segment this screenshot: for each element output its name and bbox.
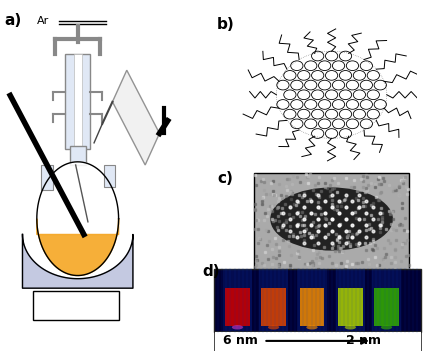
Text: d): d) [202,264,220,279]
Text: a): a) [4,13,21,28]
Text: c): c) [217,171,233,186]
Circle shape [270,187,393,251]
Polygon shape [37,219,118,276]
Bar [336,269,365,332]
Bar [225,288,250,326]
Bar [374,288,399,326]
Bar [74,54,82,149]
Bar [259,269,288,332]
Bar [214,331,421,351]
Circle shape [232,325,243,330]
Text: Ar: Ar [37,16,49,26]
Bar [297,269,327,332]
Bar [214,269,421,332]
Circle shape [268,325,279,330]
Bar [223,269,252,332]
Bar [261,288,286,326]
Circle shape [381,325,392,330]
Text: b): b) [217,17,235,32]
Bar [372,269,401,332]
Polygon shape [37,162,118,276]
Circle shape [345,325,356,330]
Text: 2 nm: 2 nm [346,335,381,347]
Circle shape [306,325,318,330]
Polygon shape [23,234,133,288]
Bar [69,146,86,165]
Bar [338,288,363,326]
Bar [254,173,409,270]
Bar [41,165,53,190]
Text: 6 nm: 6 nm [223,335,258,347]
Bar [33,291,118,320]
Bar [299,288,325,326]
Bar [104,165,115,187]
Polygon shape [112,70,159,165]
Bar [66,54,90,149]
